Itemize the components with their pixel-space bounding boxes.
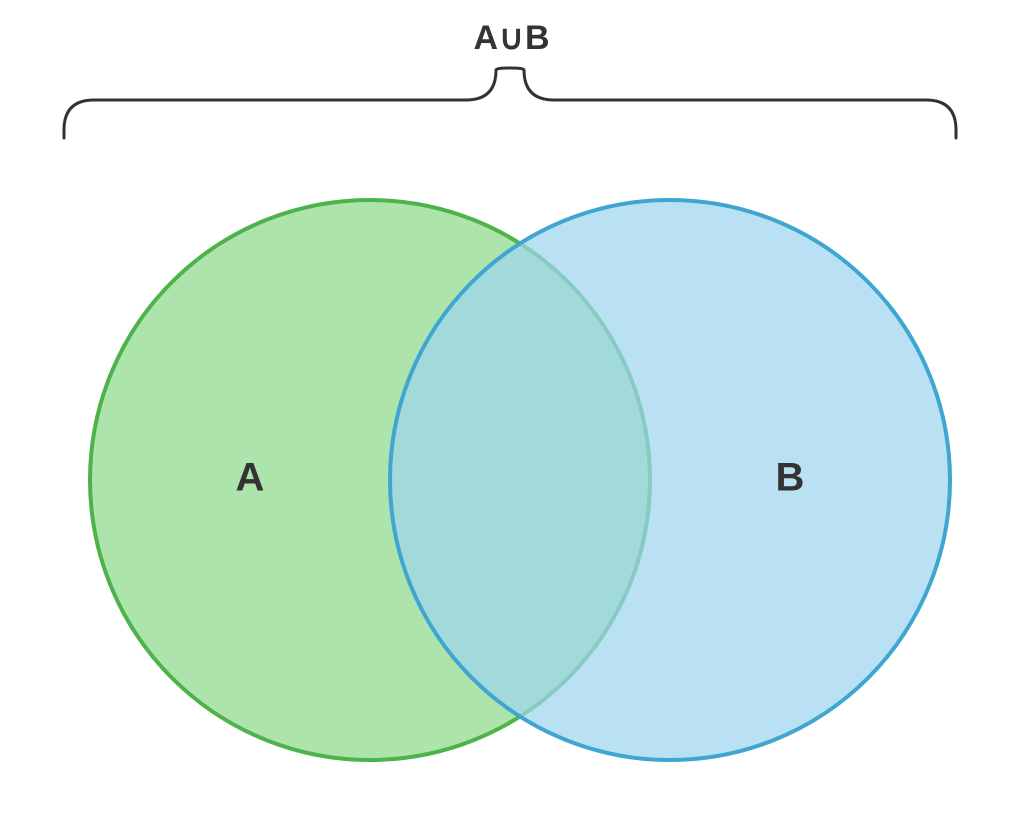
- venn-svg: A B: [80, 170, 960, 810]
- diagram-title: A∪B: [0, 18, 1024, 58]
- circle-b: [390, 200, 950, 760]
- brace-container: [60, 64, 960, 149]
- circle-b-label: B: [776, 456, 805, 500]
- circle-a-label: A: [236, 456, 265, 500]
- curly-brace-icon: [60, 64, 960, 144]
- venn-diagram: A B: [80, 170, 960, 815]
